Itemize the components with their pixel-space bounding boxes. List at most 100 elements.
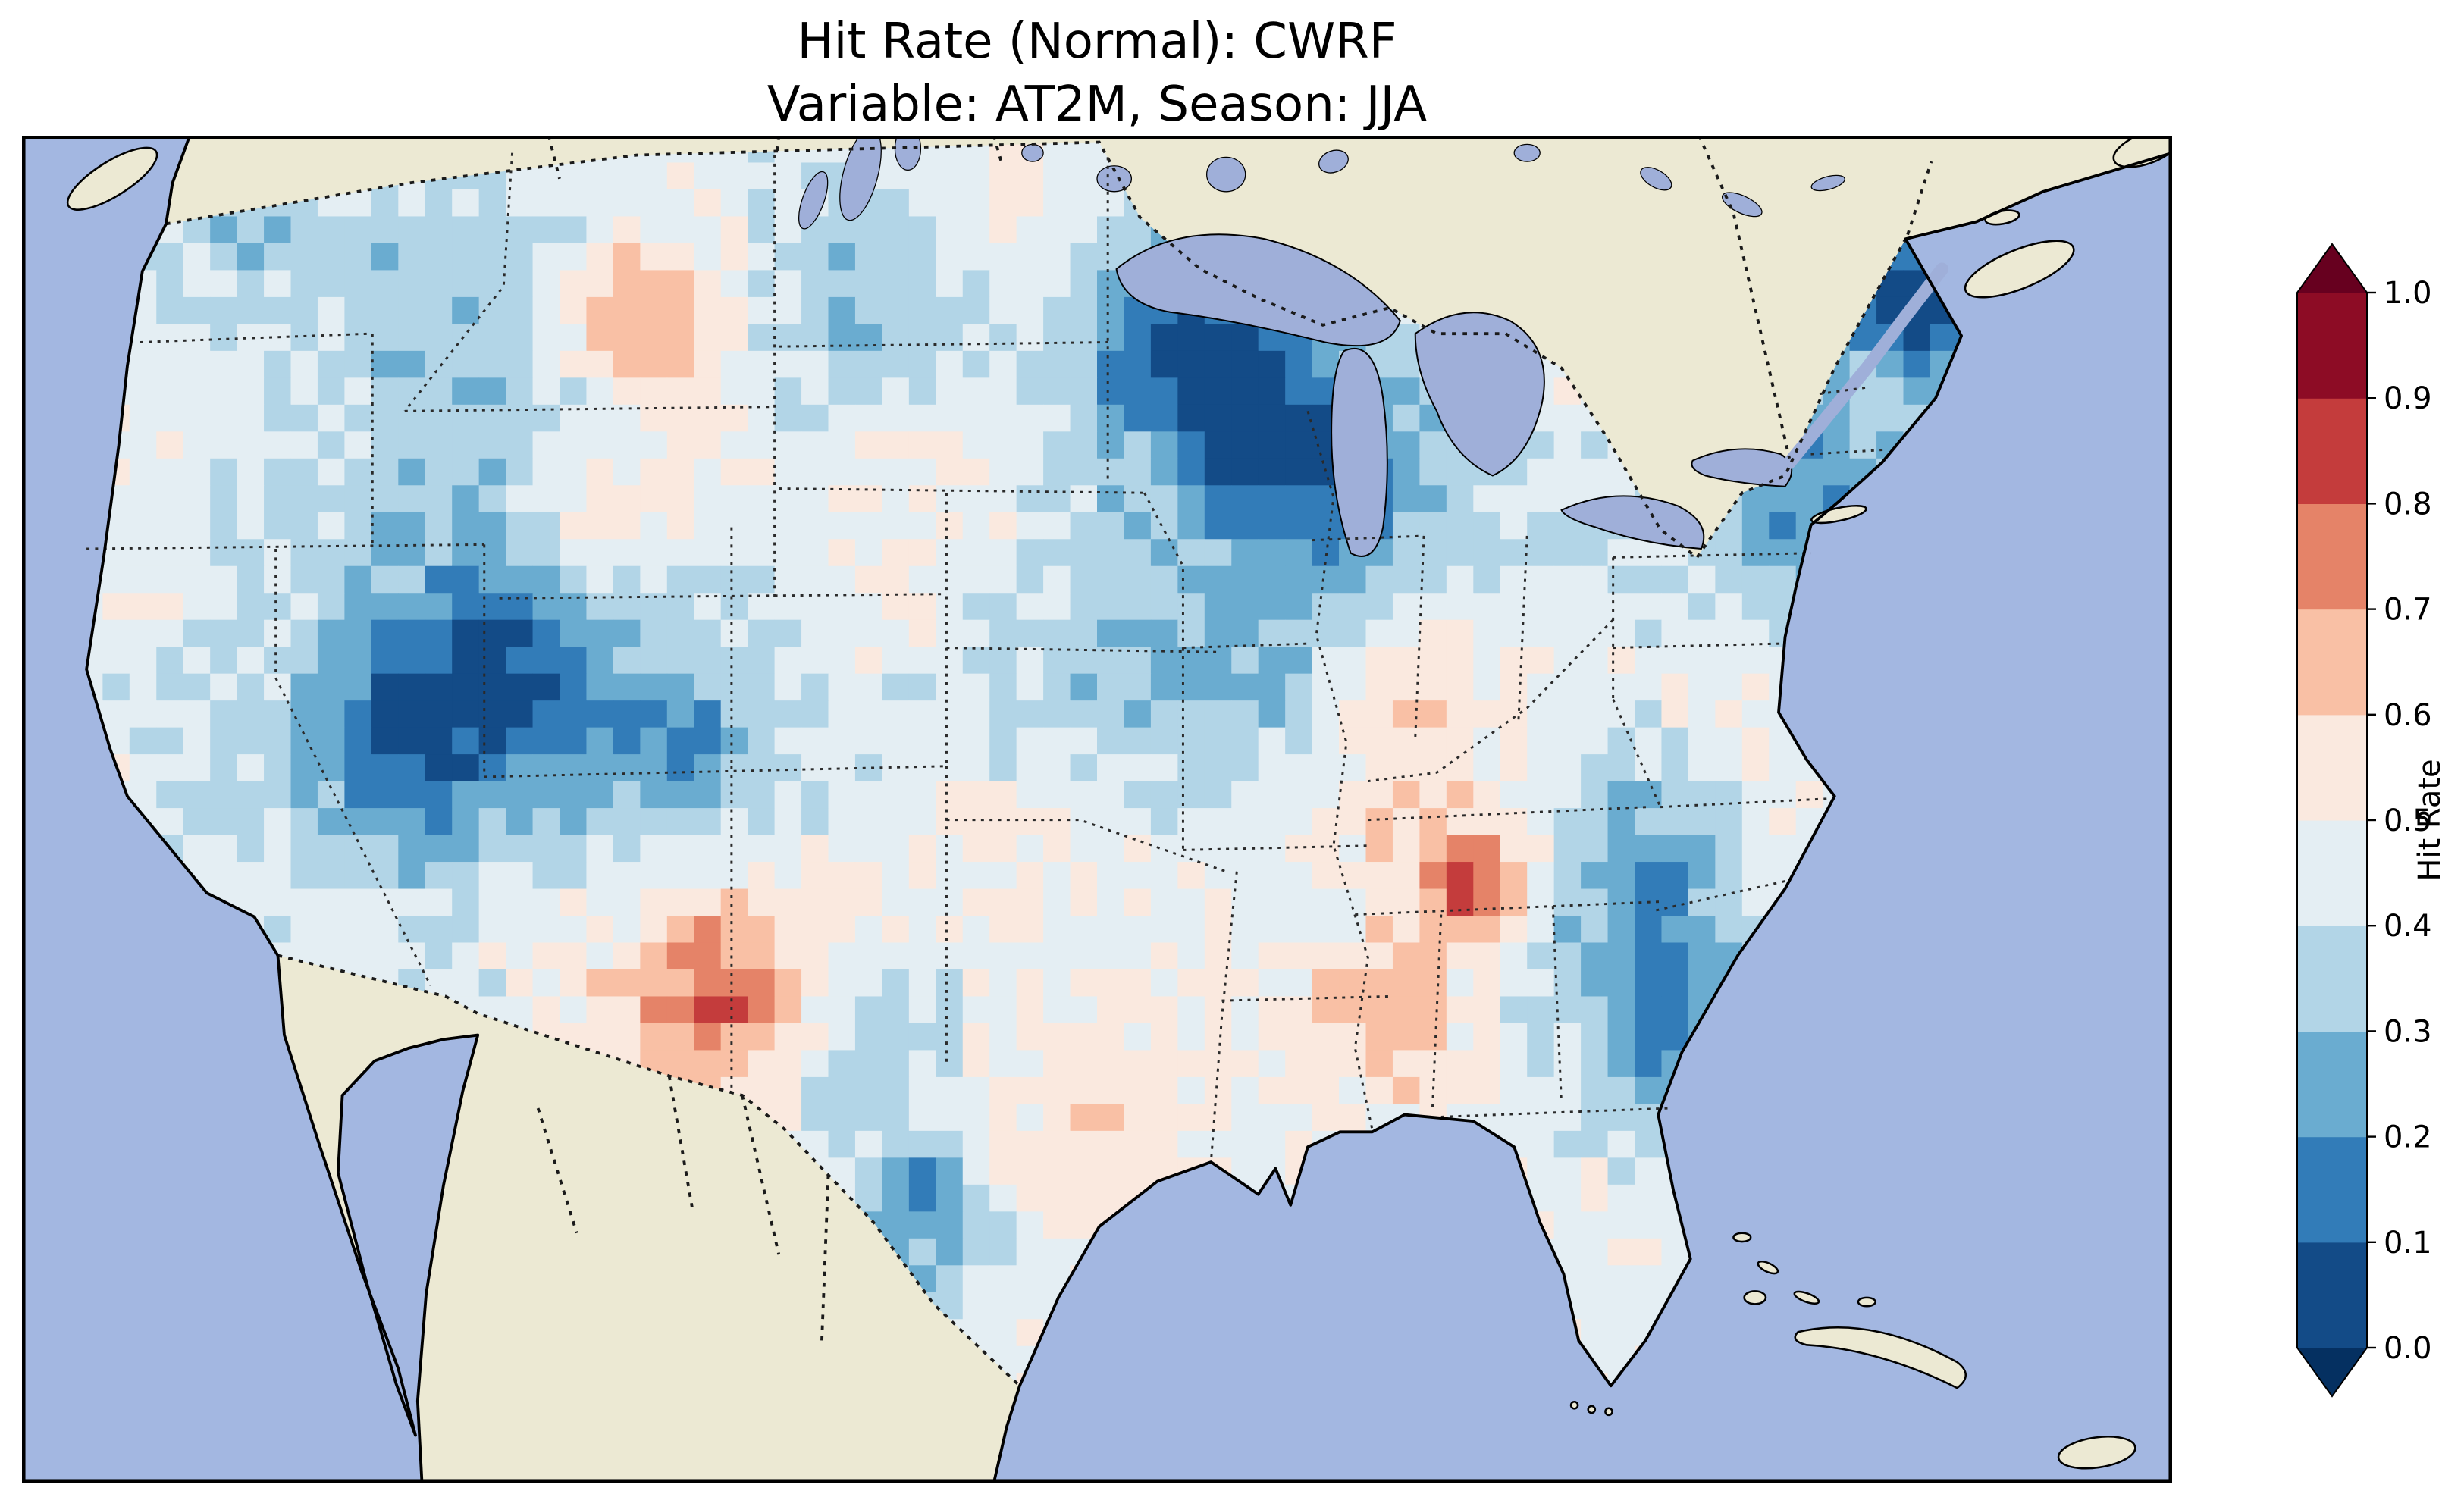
- heatmap-cell: [560, 431, 587, 459]
- heatmap-cell: [1500, 673, 1528, 701]
- heatmap-cell: [1204, 969, 1232, 997]
- heatmap-cell: [854, 808, 882, 835]
- heatmap-cell: [156, 270, 184, 298]
- heatmap-cell: [1285, 727, 1313, 755]
- state-border-line: [1306, 410, 1374, 1130]
- heatmap-cell: [1258, 862, 1286, 889]
- heatmap-cell: [801, 888, 829, 916]
- heatmap-cell: [506, 377, 533, 406]
- heatmap-cell: [1635, 727, 1662, 755]
- heatmap-cell: [264, 243, 291, 271]
- heatmap-cell: [560, 781, 587, 809]
- heatmap-cell: [532, 243, 560, 271]
- heatmap-cell: [666, 700, 694, 728]
- heatmap-cell: [478, 808, 506, 835]
- heatmap-cell: [1070, 647, 1098, 675]
- bahamas-islet: [1757, 1260, 1779, 1275]
- heatmap-cell: [720, 619, 748, 647]
- heatmap-cell: [936, 619, 964, 647]
- heatmap-cell: [1097, 431, 1124, 459]
- heatmap-cell: [478, 431, 506, 459]
- heatmap-cell: [1204, 781, 1232, 809]
- heatmap-cell: [1769, 485, 1797, 513]
- heatmap-cell: [720, 189, 748, 217]
- heatmap-cell: [478, 862, 506, 889]
- heatmap-cell: [666, 888, 694, 916]
- heatmap-cell: [586, 431, 614, 459]
- heatmap-cell: [882, 727, 910, 755]
- heatmap-cell: [989, 485, 1017, 513]
- heatmap-cell: [344, 377, 372, 406]
- heatmap-cell: [962, 458, 990, 486]
- heatmap-cell: [774, 1023, 802, 1051]
- newfoundland: [2112, 136, 2172, 168]
- heatmap-cell: [478, 189, 506, 217]
- heatmap-cell: [640, 673, 668, 701]
- heatmap-cell: [506, 727, 533, 755]
- heatmap-cell: [962, 1023, 990, 1051]
- heatmap-cell: [1312, 1050, 1340, 1078]
- heatmap-cell: [1688, 565, 1716, 594]
- heatmap-cell: [1231, 458, 1259, 486]
- heatmap-cell: [989, 808, 1017, 835]
- heatmap-cell: [1043, 296, 1071, 324]
- heatmap-cell: [1741, 565, 1770, 594]
- heatmap-cell: [290, 404, 318, 432]
- heatmap-cell: [801, 942, 829, 970]
- heatmap-cell: [1285, 996, 1313, 1024]
- heatmap-cell: [1043, 270, 1071, 298]
- heatmap-cell: [694, 216, 722, 244]
- heatmap-cell: [1392, 969, 1420, 997]
- heatmap-cell: [371, 350, 399, 378]
- heatmap-cell: [936, 458, 964, 486]
- heatmap-cell: [102, 565, 130, 594]
- heatmap-cell: [1285, 808, 1313, 835]
- heatmap-cell: [1285, 512, 1313, 540]
- heatmap-cell: [1392, 619, 1420, 647]
- heatmap-cell: [613, 377, 641, 406]
- heatmap-cell: [506, 565, 533, 594]
- heatmap-cell: [1581, 888, 1608, 916]
- heatmap-cell: [989, 647, 1017, 675]
- heatmap-cell: [666, 377, 694, 406]
- heatmap-cell: [720, 647, 748, 675]
- heatmap-cell: [1231, 969, 1259, 997]
- heatmap-cell: [962, 512, 990, 540]
- heatmap-cell: [1016, 350, 1044, 378]
- heatmap-cell: [506, 700, 533, 728]
- heatmap-cell: [1177, 969, 1205, 997]
- heatmap-cell: [882, 862, 910, 889]
- heatmap-cell: [774, 162, 802, 190]
- heatmap-cell: [1419, 1050, 1447, 1078]
- heatmap-cell: [1581, 539, 1608, 567]
- heatmap-cell: [1016, 458, 1044, 486]
- heatmap-cell: [344, 727, 372, 755]
- heatmap-cell: [720, 539, 748, 567]
- heatmap-cell: [560, 324, 587, 352]
- heatmap-cell: [962, 162, 990, 190]
- heatmap-cell: [908, 1076, 936, 1104]
- heatmap-cell: [371, 189, 399, 217]
- heatmap-cell: [452, 216, 480, 244]
- heatmap-cell: [210, 673, 238, 701]
- heatmap-cell: [1016, 377, 1044, 406]
- colorbar-band: [2297, 293, 2367, 399]
- heatmap-cell: [1419, 916, 1447, 943]
- heatmap-cell: [1635, 1265, 1662, 1293]
- heatmap-cell: [854, 296, 882, 324]
- lake-ontario: [1691, 448, 1793, 487]
- heatmap-cell: [854, 377, 882, 406]
- heatmap-cell: [1661, 565, 1689, 594]
- heatmap-cell: [237, 216, 265, 244]
- heatmap-cell: [1500, 700, 1528, 728]
- heatmap-cell: [882, 593, 910, 621]
- heatmap-cell: [1043, 539, 1071, 567]
- heatmap-cell: [371, 512, 399, 540]
- heatmap-cell: [854, 1104, 882, 1132]
- heatmap-cell: [532, 996, 560, 1024]
- heatmap-cell: [989, 835, 1017, 863]
- heatmap-cell: [694, 431, 722, 459]
- heatmap-cell: [506, 512, 533, 540]
- heatmap-cell: [854, 350, 882, 378]
- heatmap-cell: [666, 916, 694, 943]
